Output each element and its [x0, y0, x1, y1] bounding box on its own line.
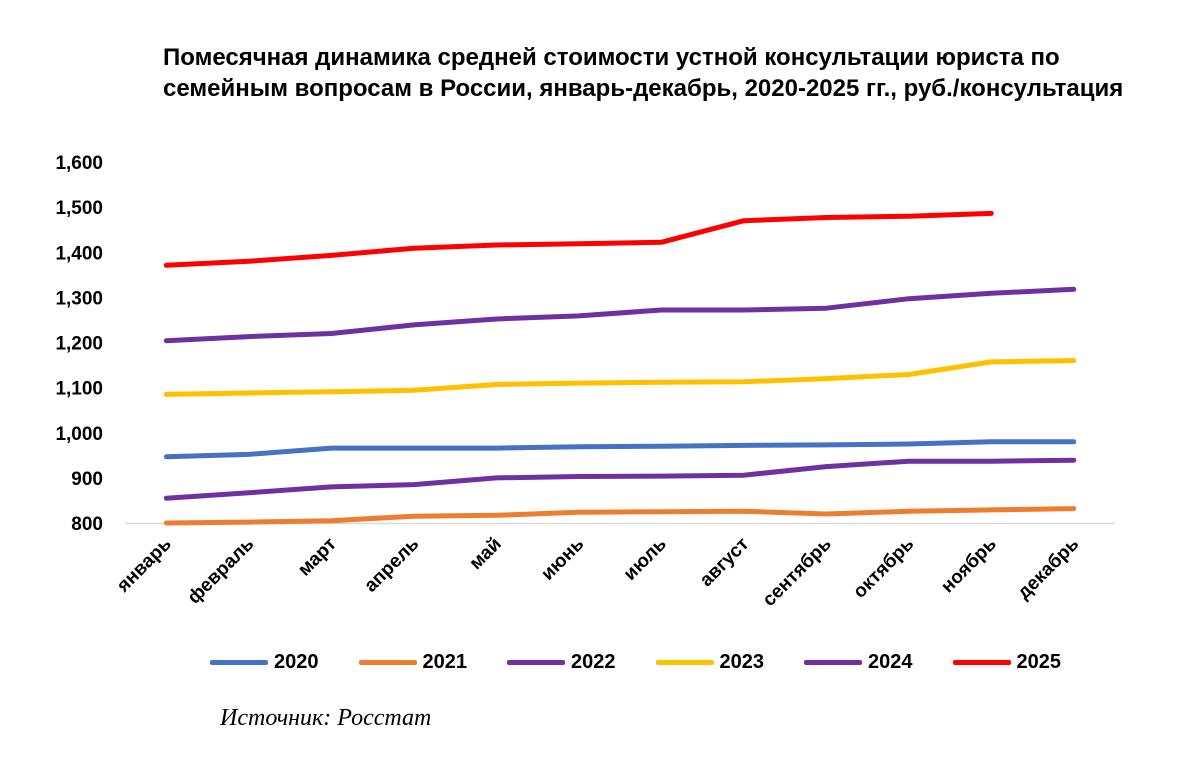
y-tick-label: 900: [71, 469, 103, 490]
x-tick-label: апрель: [360, 534, 423, 597]
x-tick-label: июнь: [537, 534, 588, 585]
y-axis: 800 900 1,000 1,100 1,200 1,300 1,400 1,500 1,60…: [55, 153, 103, 535]
x-tick-label: ноябрь: [937, 534, 1001, 598]
legend-item-2022: 2022: [507, 651, 616, 674]
legend-label: 2025: [1016, 651, 1062, 673]
legend-item-2024: 2024: [804, 651, 913, 674]
legend-swatch: [804, 660, 862, 665]
series-line-2025: [163, 210, 994, 268]
legend-label: 2023: [719, 651, 765, 673]
legend-label: 2024: [868, 651, 913, 673]
x-tick-label: май: [465, 534, 505, 574]
x-tick-label: август: [696, 534, 753, 591]
y-tick-label: 1,200: [55, 334, 103, 355]
x-tick-label: декабрь: [1013, 534, 1083, 604]
x-tick-label: март: [294, 534, 341, 581]
y-tick-label: 1,300: [55, 288, 103, 309]
y-tick-label: 1,500: [55, 198, 103, 219]
legend-swatch: [655, 660, 714, 665]
legend-item-2020: 2020: [210, 651, 319, 674]
series-line-2023: [163, 358, 1077, 397]
legend-label: 2022: [571, 651, 616, 673]
legend-item-2025: 2025: [952, 651, 1062, 674]
series-line-2022: [163, 457, 1077, 501]
y-tick-label: 1,400: [55, 243, 103, 264]
x-axis: январь февраль март апрель май июнь июль август…: [112, 534, 1083, 611]
legend-item-2023: 2023: [655, 651, 765, 674]
x-tick-label: январь: [112, 534, 176, 598]
legend: 2020 2021 2022 2023 2024 2025: [210, 651, 1101, 674]
legend-label: 2021: [422, 651, 468, 673]
series-lines: [163, 210, 1077, 526]
line-chart: 800 900 1,000 1,100 1,200 1,300 1,400 1,500 1,60…: [55, 153, 1115, 611]
y-tick-label: 800: [71, 514, 103, 535]
y-tick-label: 1,000: [55, 424, 103, 445]
series-line-2020: [163, 439, 1077, 460]
x-tick-label: сентябрь: [759, 534, 836, 611]
legend-swatch: [952, 660, 1011, 665]
y-tick-label: 1,100: [55, 379, 103, 400]
x-tick-label: июль: [620, 534, 671, 585]
y-tick-label: 1,600: [55, 153, 103, 174]
source-note: Источник: Росстат: [220, 705, 432, 731]
x-tick-label: февраль: [184, 534, 259, 609]
legend-swatch: [210, 660, 268, 665]
legend-label: 2020: [274, 651, 319, 673]
legend-swatch: [358, 660, 417, 665]
chart-title: Помесячная динамика средней стоимости ус…: [163, 44, 1124, 102]
series-line-2024: [163, 286, 1077, 344]
x-tick-label: октябрь: [849, 534, 918, 603]
legend-swatch: [507, 660, 565, 665]
series-line-2021: [163, 506, 1077, 526]
legend-item-2021: 2021: [358, 651, 468, 674]
